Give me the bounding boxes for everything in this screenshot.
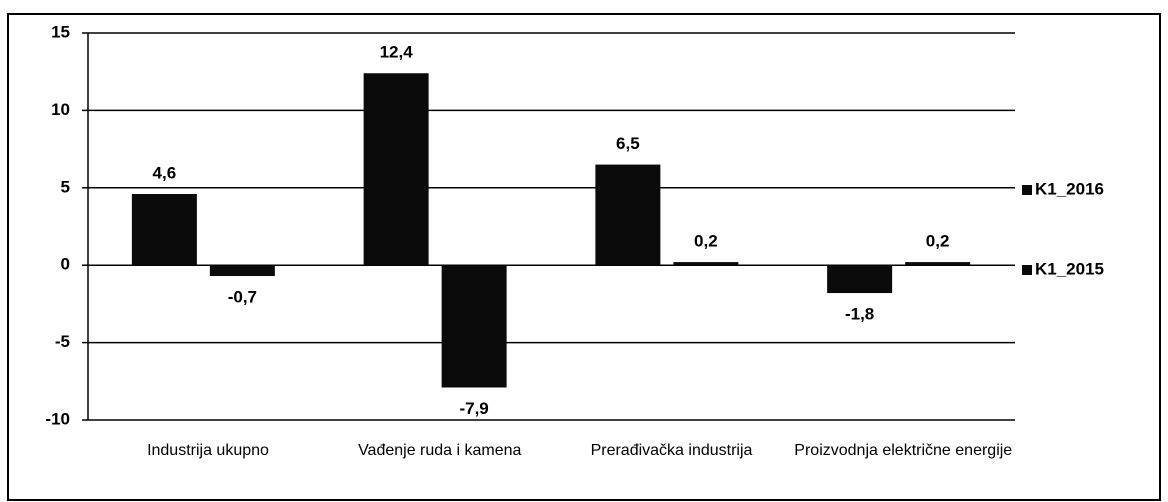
value-label: 4,6: [153, 163, 177, 182]
bar: [441, 265, 507, 388]
legend-swatch: [1022, 265, 1032, 275]
legend-swatch: [1022, 185, 1032, 195]
y-tick-label: -10: [45, 409, 70, 428]
x-tick-label: Industrija ukupno: [147, 442, 269, 459]
value-label: 0,2: [926, 232, 950, 251]
bar: [905, 262, 971, 266]
bar: [363, 73, 429, 266]
bar: [673, 262, 739, 266]
value-label: -1,8: [845, 305, 874, 324]
y-tick-label: -5: [55, 332, 70, 351]
legend-label: K1_2015: [1035, 259, 1104, 278]
bar: [827, 265, 893, 294]
y-tick-label: 10: [51, 100, 70, 119]
bar: [131, 193, 197, 266]
y-tick-label: 15: [51, 22, 70, 41]
y-tick-label: 5: [61, 177, 70, 196]
chart-border: [7, 13, 1161, 501]
value-label: -7,9: [459, 399, 488, 418]
value-label: 6,5: [616, 134, 640, 153]
value-label: 12,4: [380, 43, 414, 62]
x-tick-label: Proizvodnja električne energije: [794, 442, 1013, 459]
value-label: 0,2: [694, 232, 718, 251]
value-label: -0,7: [228, 288, 257, 307]
x-tick-label: Vađenje ruda i kamena: [358, 442, 522, 459]
legend-label: K1_2016: [1035, 179, 1104, 198]
bar: [595, 164, 661, 266]
x-tick-label: Prerađivačka industrija: [590, 442, 753, 459]
y-tick-label: 0: [61, 255, 70, 274]
bar: [209, 265, 275, 277]
